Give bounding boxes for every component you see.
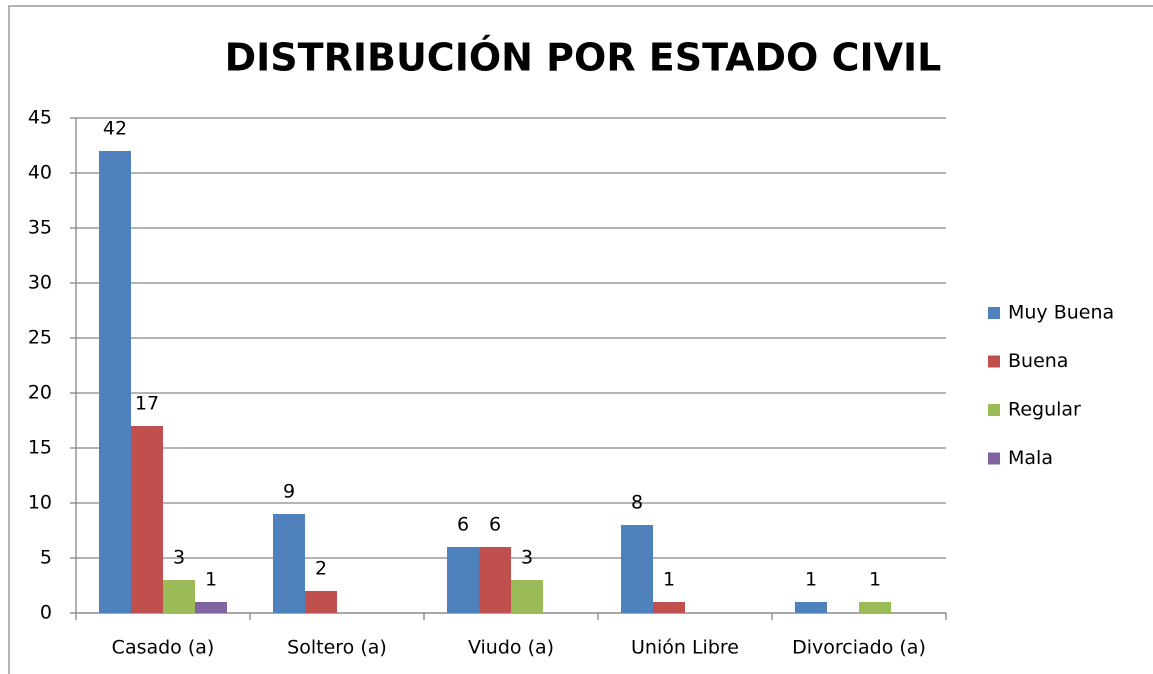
y-tick-label: 35 [28,217,52,239]
y-tick-label: 10 [28,492,52,514]
legend-swatch [988,404,1000,416]
data-label: 17 [135,393,159,415]
bar [273,514,305,613]
data-label: 6 [489,514,501,536]
y-tick-label: 45 [28,107,52,129]
y-tick-label: 5 [40,547,52,569]
data-label: 1 [663,569,675,591]
data-label: 9 [283,481,295,503]
bar [859,602,891,613]
y-tick-label: 40 [28,162,52,184]
bar [653,602,685,613]
legend-label: Regular [1008,399,1081,421]
bar [305,591,337,613]
data-label: 6 [457,514,469,536]
legend-swatch [988,452,1000,465]
bar [479,547,511,613]
x-tick-label: Casado (a) [112,637,215,659]
bar [511,580,543,613]
data-label: 2 [315,558,327,580]
data-label: 8 [631,492,643,514]
y-tick-label: 0 [40,602,52,624]
bar [621,525,653,613]
x-tick-label: Viudo (a) [468,637,554,659]
chart-title: DISTRIBUCIÓN POR ESTADO CIVIL [225,36,942,80]
data-label: 1 [869,569,881,591]
y-tick-label: 15 [28,437,52,459]
data-label: 3 [521,547,533,569]
legend-swatch [988,307,1000,319]
bar [131,426,163,613]
y-tick-label: 20 [28,382,52,404]
bar [447,547,479,613]
frame [8,5,1153,674]
bar [99,151,131,613]
data-label: 3 [173,547,185,569]
y-tick-label: 30 [28,272,52,294]
x-tick-label: Divorciado (a) [792,637,926,659]
legend-swatch [988,355,1000,368]
legend-label: Muy Buena [1008,302,1114,324]
data-label: 1 [805,569,817,591]
bar [195,602,227,613]
y-tick-label: 25 [28,327,52,349]
legend-label: Mala [1008,447,1053,469]
bar [163,580,195,613]
legend-label: Buena [1008,350,1068,372]
x-tick-label: Soltero (a) [287,637,387,659]
data-label: 1 [205,569,217,591]
x-tick-label: Unión Libre [631,637,739,659]
bar [795,602,827,613]
data-label: 42 [103,118,127,140]
